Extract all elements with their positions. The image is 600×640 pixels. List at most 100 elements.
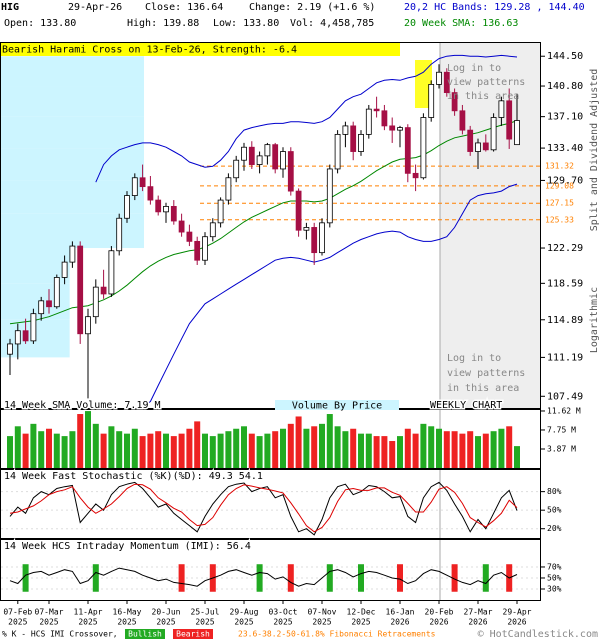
volume-bar [69, 431, 76, 468]
locked-note: Log in to [447, 353, 501, 364]
bearish-swatch [173, 629, 213, 639]
candle-body [490, 117, 497, 151]
fib-label: 131.32 [545, 162, 574, 171]
candle-body [46, 300, 52, 308]
volume-bar [467, 431, 474, 468]
volume-bar [202, 433, 208, 468]
candle-body [217, 199, 224, 224]
candle-body [233, 159, 240, 179]
candle-body [428, 84, 435, 118]
bullish-signal [358, 564, 364, 592]
x-tick-year: 2025 [273, 618, 292, 627]
candle-body [451, 92, 458, 112]
candle-body [178, 220, 185, 233]
volume-bar [451, 431, 458, 468]
y-tick-label: 133.40 [547, 143, 583, 154]
fib-legend: 23.6-38.2-50-61.8% Fibonacci Retracement… [238, 630, 436, 639]
volume-bar [443, 431, 450, 468]
candle-body [61, 261, 68, 278]
y-tick-label: 70% [547, 562, 562, 571]
candle-body [514, 120, 520, 146]
price-frame [0, 42, 541, 409]
volume-bar [420, 423, 427, 468]
x-tick-year: 2026 [429, 618, 448, 627]
candle-body [92, 286, 99, 318]
volume-bar [272, 431, 279, 468]
volume-bar [233, 428, 240, 468]
volume-bar [46, 428, 52, 468]
volume-bar [436, 428, 442, 468]
volume-bar [170, 436, 177, 468]
annotation: Bearish Harami Cross on 13-Feb-26, Stren… [2, 45, 297, 56]
candle-body [116, 217, 123, 252]
candle-body [475, 142, 481, 152]
candle-body [69, 245, 76, 263]
volume-bar [209, 436, 216, 468]
volume-title: 14 Week SMA Volume: 7.19 M [4, 400, 161, 411]
x-tick-year: 2026 [468, 618, 487, 627]
candle-body [506, 100, 513, 140]
volume-bar [241, 426, 247, 468]
candle-body [186, 231, 193, 242]
volume-bar [77, 414, 84, 468]
bullish-signal [482, 564, 489, 592]
locked-note: in this area [447, 383, 519, 394]
candle-body [7, 343, 13, 355]
volume-bar [514, 446, 520, 468]
bullish-signal [256, 564, 263, 592]
volume-bar [490, 431, 497, 468]
x-tick-year: 2026 [507, 618, 526, 627]
locked-note: view patterns [447, 77, 525, 88]
band-lower [142, 183, 518, 408]
bullish-swatch [125, 629, 165, 639]
imi-title: 14 Week HCS Intraday Momentum (IMI): 56.… [4, 541, 251, 552]
y-tick-label: 80% [547, 487, 562, 496]
volume-bar [482, 433, 489, 468]
candle-body [482, 142, 489, 151]
volume-bar [342, 431, 349, 468]
candle-body [155, 199, 162, 213]
volume-bar [7, 436, 13, 468]
candle-body [163, 206, 169, 213]
candle-body [420, 117, 427, 179]
volume-bar [295, 416, 302, 468]
candle-body [170, 206, 177, 222]
volume-bar [264, 433, 271, 468]
candle-body [264, 144, 271, 157]
weekly-label: WEEKLY CHART [430, 400, 502, 411]
volume-bar [61, 436, 68, 468]
x-tick-label: 29-Aug [230, 608, 259, 617]
candle-body [30, 313, 37, 342]
candle-body [280, 151, 286, 170]
x-tick-year: 2025 [351, 618, 370, 627]
volume-bar [124, 433, 130, 468]
volume-bar [428, 426, 435, 468]
volume-bar [303, 428, 310, 468]
bullish-signal [326, 564, 333, 592]
volume-bar [14, 426, 21, 468]
candle-body [53, 277, 60, 308]
volume-bar [350, 428, 357, 468]
candle-body [295, 190, 302, 231]
fib-label: 129.08 [545, 181, 574, 190]
candle-body [194, 240, 201, 261]
volume-bar [139, 436, 146, 468]
y-tick-label: 114.89 [547, 315, 583, 326]
x-tick-label: 07-Nov [308, 608, 337, 617]
candle-body [139, 177, 146, 188]
y-tick-label: 137.10 [547, 112, 583, 123]
x-tick-year: 2025 [156, 618, 175, 627]
volume-bar [53, 433, 60, 468]
volume-bar [155, 431, 162, 468]
volume-bar [365, 433, 372, 468]
candle-body [38, 300, 45, 315]
back-layer [439, 42, 540, 600]
candle-body [358, 133, 364, 152]
candle-body [202, 236, 208, 261]
adjustment-note: Split and Dividend Adjusted [589, 69, 600, 232]
volume-bar [326, 414, 333, 468]
volume-bar [334, 426, 341, 468]
locked-note: in this area [447, 91, 519, 102]
bearish-signal [287, 564, 294, 592]
